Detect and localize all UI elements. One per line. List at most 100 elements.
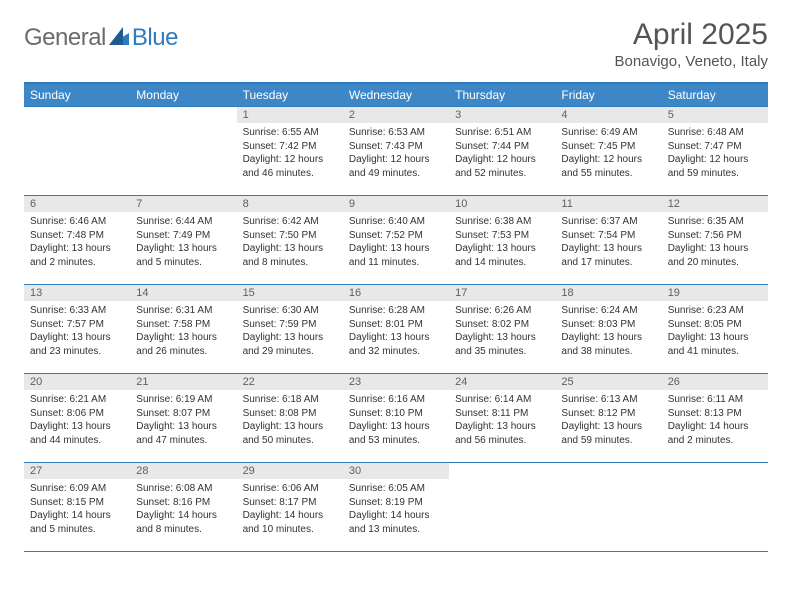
- day-details: Sunrise: 6:28 AMSunset: 8:01 PMDaylight:…: [343, 301, 449, 364]
- daylight-text: Daylight: 13 hours and 47 minutes.: [136, 420, 230, 447]
- day-number: 20: [24, 374, 130, 390]
- sunrise-text: Sunrise: 6:49 AM: [561, 126, 655, 140]
- day-details: Sunrise: 6:48 AMSunset: 7:47 PMDaylight:…: [662, 123, 768, 186]
- sunrise-text: Sunrise: 6:13 AM: [561, 393, 655, 407]
- day-number: 29: [237, 463, 343, 479]
- day-details: Sunrise: 6:33 AMSunset: 7:57 PMDaylight:…: [24, 301, 130, 364]
- daylight-text: Daylight: 13 hours and 5 minutes.: [136, 242, 230, 269]
- sunset-text: Sunset: 8:03 PM: [561, 318, 655, 332]
- sunset-text: Sunset: 8:10 PM: [349, 407, 443, 421]
- weekday-header: Saturday: [662, 83, 768, 107]
- daylight-text: Daylight: 12 hours and 55 minutes.: [561, 153, 655, 180]
- daylight-text: Daylight: 14 hours and 5 minutes.: [30, 509, 124, 536]
- daylight-text: Daylight: 14 hours and 8 minutes.: [136, 509, 230, 536]
- daylight-text: Daylight: 13 hours and 17 minutes.: [561, 242, 655, 269]
- day-details: Sunrise: 6:19 AMSunset: 8:07 PMDaylight:…: [130, 390, 236, 453]
- day-number: 17: [449, 285, 555, 301]
- daylight-text: Daylight: 13 hours and 23 minutes.: [30, 331, 124, 358]
- day-details: Sunrise: 6:42 AMSunset: 7:50 PMDaylight:…: [237, 212, 343, 275]
- day-details: Sunrise: 6:38 AMSunset: 7:53 PMDaylight:…: [449, 212, 555, 275]
- calendar-day-cell: 4Sunrise: 6:49 AMSunset: 7:45 PMDaylight…: [555, 107, 661, 196]
- calendar-day-cell: [555, 463, 661, 552]
- calendar-day-cell: 14Sunrise: 6:31 AMSunset: 7:58 PMDayligh…: [130, 285, 236, 374]
- daylight-text: Daylight: 13 hours and 41 minutes.: [668, 331, 762, 358]
- calendar-day-cell: 26Sunrise: 6:11 AMSunset: 8:13 PMDayligh…: [662, 374, 768, 463]
- sunrise-text: Sunrise: 6:28 AM: [349, 304, 443, 318]
- sunrise-text: Sunrise: 6:53 AM: [349, 126, 443, 140]
- daylight-text: Daylight: 12 hours and 46 minutes.: [243, 153, 337, 180]
- calendar-day-cell: 3Sunrise: 6:51 AMSunset: 7:44 PMDaylight…: [449, 107, 555, 196]
- day-details: Sunrise: 6:51 AMSunset: 7:44 PMDaylight:…: [449, 123, 555, 186]
- day-number: 2: [343, 107, 449, 123]
- sunset-text: Sunset: 8:02 PM: [455, 318, 549, 332]
- calendar-day-cell: 18Sunrise: 6:24 AMSunset: 8:03 PMDayligh…: [555, 285, 661, 374]
- sunset-text: Sunset: 8:12 PM: [561, 407, 655, 421]
- day-number: 10: [449, 196, 555, 212]
- sunrise-text: Sunrise: 6:42 AM: [243, 215, 337, 229]
- daylight-text: Daylight: 13 hours and 44 minutes.: [30, 420, 124, 447]
- daylight-text: Daylight: 14 hours and 2 minutes.: [668, 420, 762, 447]
- calendar-day-cell: 21Sunrise: 6:19 AMSunset: 8:07 PMDayligh…: [130, 374, 236, 463]
- sunset-text: Sunset: 7:56 PM: [668, 229, 762, 243]
- daylight-text: Daylight: 13 hours and 11 minutes.: [349, 242, 443, 269]
- day-details: Sunrise: 6:49 AMSunset: 7:45 PMDaylight:…: [555, 123, 661, 186]
- daylight-text: Daylight: 13 hours and 2 minutes.: [30, 242, 124, 269]
- daylight-text: Daylight: 13 hours and 8 minutes.: [243, 242, 337, 269]
- sunset-text: Sunset: 7:57 PM: [30, 318, 124, 332]
- sunset-text: Sunset: 7:49 PM: [136, 229, 230, 243]
- day-details: Sunrise: 6:11 AMSunset: 8:13 PMDaylight:…: [662, 390, 768, 453]
- calendar-table: Sunday Monday Tuesday Wednesday Thursday…: [24, 82, 768, 552]
- day-number: 9: [343, 196, 449, 212]
- daylight-text: Daylight: 13 hours and 14 minutes.: [455, 242, 549, 269]
- location-text: Bonavigo, Veneto, Italy: [615, 53, 768, 70]
- sunrise-text: Sunrise: 6:11 AM: [668, 393, 762, 407]
- calendar-week-row: 6Sunrise: 6:46 AMSunset: 7:48 PMDaylight…: [24, 196, 768, 285]
- logo-text-part2: Blue: [132, 24, 178, 52]
- calendar-day-cell: [130, 107, 236, 196]
- sunrise-text: Sunrise: 6:35 AM: [668, 215, 762, 229]
- calendar-day-cell: 13Sunrise: 6:33 AMSunset: 7:57 PMDayligh…: [24, 285, 130, 374]
- calendar-day-cell: 1Sunrise: 6:55 AMSunset: 7:42 PMDaylight…: [237, 107, 343, 196]
- day-details: Sunrise: 6:46 AMSunset: 7:48 PMDaylight:…: [24, 212, 130, 275]
- day-number: 7: [130, 196, 236, 212]
- sunset-text: Sunset: 8:08 PM: [243, 407, 337, 421]
- calendar-day-cell: 8Sunrise: 6:42 AMSunset: 7:50 PMDaylight…: [237, 196, 343, 285]
- daylight-text: Daylight: 13 hours and 26 minutes.: [136, 331, 230, 358]
- day-number: 3: [449, 107, 555, 123]
- day-number: 24: [449, 374, 555, 390]
- day-number: 16: [343, 285, 449, 301]
- calendar-day-cell: 10Sunrise: 6:38 AMSunset: 7:53 PMDayligh…: [449, 196, 555, 285]
- weekday-header: Tuesday: [237, 83, 343, 107]
- calendar-week-row: 20Sunrise: 6:21 AMSunset: 8:06 PMDayligh…: [24, 374, 768, 463]
- daylight-text: Daylight: 13 hours and 20 minutes.: [668, 242, 762, 269]
- sunrise-text: Sunrise: 6:31 AM: [136, 304, 230, 318]
- sunrise-text: Sunrise: 6:40 AM: [349, 215, 443, 229]
- sunrise-text: Sunrise: 6:38 AM: [455, 215, 549, 229]
- sunset-text: Sunset: 7:42 PM: [243, 140, 337, 154]
- sunset-text: Sunset: 8:13 PM: [668, 407, 762, 421]
- day-details: Sunrise: 6:53 AMSunset: 7:43 PMDaylight:…: [343, 123, 449, 186]
- logo-mark-icon: [109, 27, 129, 50]
- day-details: Sunrise: 6:40 AMSunset: 7:52 PMDaylight:…: [343, 212, 449, 275]
- sunrise-text: Sunrise: 6:33 AM: [30, 304, 124, 318]
- sunset-text: Sunset: 7:50 PM: [243, 229, 337, 243]
- sunset-text: Sunset: 8:11 PM: [455, 407, 549, 421]
- weekday-header-row: Sunday Monday Tuesday Wednesday Thursday…: [24, 83, 768, 107]
- sunrise-text: Sunrise: 6:51 AM: [455, 126, 549, 140]
- header: General Blue April 2025 Bonavigo, Veneto…: [24, 18, 768, 70]
- calendar-day-cell: [449, 463, 555, 552]
- day-number: 27: [24, 463, 130, 479]
- calendar-day-cell: 6Sunrise: 6:46 AMSunset: 7:48 PMDaylight…: [24, 196, 130, 285]
- sunrise-text: Sunrise: 6:24 AM: [561, 304, 655, 318]
- daylight-text: Daylight: 13 hours and 50 minutes.: [243, 420, 337, 447]
- day-number: 18: [555, 285, 661, 301]
- sunset-text: Sunset: 8:06 PM: [30, 407, 124, 421]
- day-number: 21: [130, 374, 236, 390]
- calendar-day-cell: 20Sunrise: 6:21 AMSunset: 8:06 PMDayligh…: [24, 374, 130, 463]
- calendar-day-cell: 24Sunrise: 6:14 AMSunset: 8:11 PMDayligh…: [449, 374, 555, 463]
- weekday-header: Monday: [130, 83, 236, 107]
- daylight-text: Daylight: 13 hours and 32 minutes.: [349, 331, 443, 358]
- title-block: April 2025 Bonavigo, Veneto, Italy: [615, 18, 768, 70]
- sunset-text: Sunset: 8:07 PM: [136, 407, 230, 421]
- weekday-header: Thursday: [449, 83, 555, 107]
